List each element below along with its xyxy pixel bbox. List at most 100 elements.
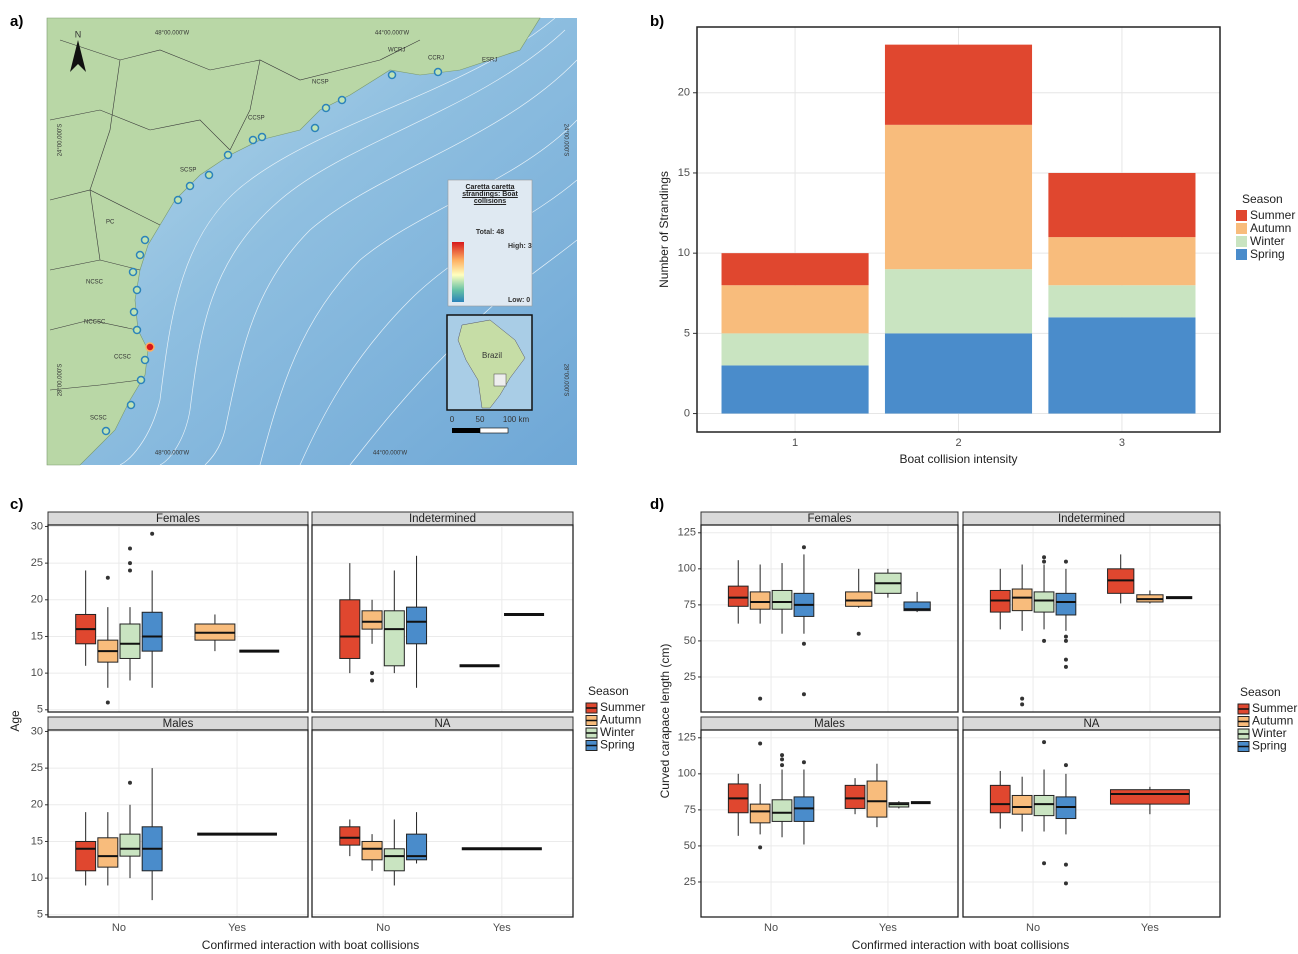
outlier [1042,560,1046,564]
bar-segment [885,269,1032,333]
y-tick-label: 20 [678,87,690,99]
bar-segment [885,125,1032,269]
box [340,827,360,845]
box [990,785,1010,812]
box [867,781,887,817]
lon-label: 48°00.000'W [155,31,190,37]
lat-label: 24°00.000'S [562,124,568,157]
scale-label: 50 [476,415,485,424]
x-tick-label: No [112,922,126,934]
facet-label: Indetermined [409,513,476,525]
box [750,592,770,609]
legend-title: Season [1242,192,1283,206]
legend-swatch [1236,249,1247,260]
outlier [128,568,132,572]
bar-segment [722,333,869,365]
legend-title: Season [588,684,629,698]
bar-segment [722,365,869,413]
box [728,586,748,606]
region-label: CCRJ [428,56,444,62]
y-axis-title: Age [8,710,22,732]
legend-label: Winter [1250,234,1285,248]
bar-segment [722,285,869,333]
legend-swatch [1236,236,1247,247]
y-tick-label: 75 [684,599,696,611]
outlier [150,532,154,536]
x-tick-label: Yes [493,922,511,934]
y-tick-label: 25 [31,557,43,569]
outlier [780,757,784,761]
y-tick-label: 20 [31,594,43,606]
outlier [1064,665,1068,669]
lon-label: 44°00.000'W [375,31,410,37]
box [76,841,96,870]
region-label: CCSC [114,355,132,361]
y-tick-label: 15 [678,167,690,179]
bar-segment [885,45,1032,125]
y-tick-label: 25 [31,762,43,774]
facet-label: Females [156,513,200,525]
box [846,592,872,606]
box [407,607,427,644]
outlier [1064,763,1068,767]
legend-label: Spring [1250,247,1285,261]
facet-label: Males [814,718,845,730]
box [98,838,118,867]
y-tick-label: 5 [684,327,690,339]
lon-label: 48°00.000'W [155,451,190,457]
legend-high: High: 3 [508,243,532,250]
box [1012,589,1032,611]
x-tick-label: No [376,922,390,934]
inset-extent [494,374,506,386]
y-tick-label: 125 [678,732,696,744]
legend-title: Caretta caretta strandings: Boat collisi… [450,184,530,205]
inset-label: Brazil [482,351,502,360]
region-label: ESRJ [482,58,497,64]
bar-segment [1048,173,1195,237]
box [362,611,382,629]
box [340,600,360,659]
box [142,612,162,651]
outlier [802,642,806,646]
outlier [802,545,806,549]
panel-label: c) [10,496,23,513]
legend-label: Spring [1252,739,1287,753]
x-tick-label: Yes [1141,922,1159,934]
outlier [780,753,784,757]
y-tick-label: 10 [31,872,43,884]
facet-label: NA [435,718,451,730]
y-tick-label: 100 [678,563,696,575]
legend-title-box: Caretta caretta strandings: Boat collisi… [450,184,530,218]
y-tick-label: 20 [31,799,43,811]
outlier [1042,555,1046,559]
outlier [758,742,762,746]
outlier [1042,639,1046,643]
outlier [106,700,110,704]
y-tick-label: 5 [37,704,43,716]
box [1034,592,1054,612]
outlier [1042,740,1046,744]
box [1056,593,1076,615]
bar-segment [722,253,869,285]
box [120,834,140,856]
region-label: NCSC [86,280,104,286]
scale-bar [480,428,508,433]
legend-swatch [1236,223,1247,234]
legend-label: Summer [1250,208,1295,222]
outlier [1042,861,1046,865]
y-axis-title: Number of Strandings [657,171,671,288]
x-axis-title: Confirmed interaction with boat collisio… [852,938,1069,952]
box [750,804,770,823]
box [384,611,404,666]
plot-area [963,730,1220,917]
scale-label: 100 km [503,415,530,424]
box [1110,790,1189,804]
box [1034,795,1054,815]
outlier [1064,863,1068,867]
box [772,800,792,822]
y-axis-title: Curved carapace length (cm) [658,644,672,799]
outlier [1064,881,1068,885]
outlier [802,692,806,696]
box [120,624,140,658]
box [845,785,865,808]
